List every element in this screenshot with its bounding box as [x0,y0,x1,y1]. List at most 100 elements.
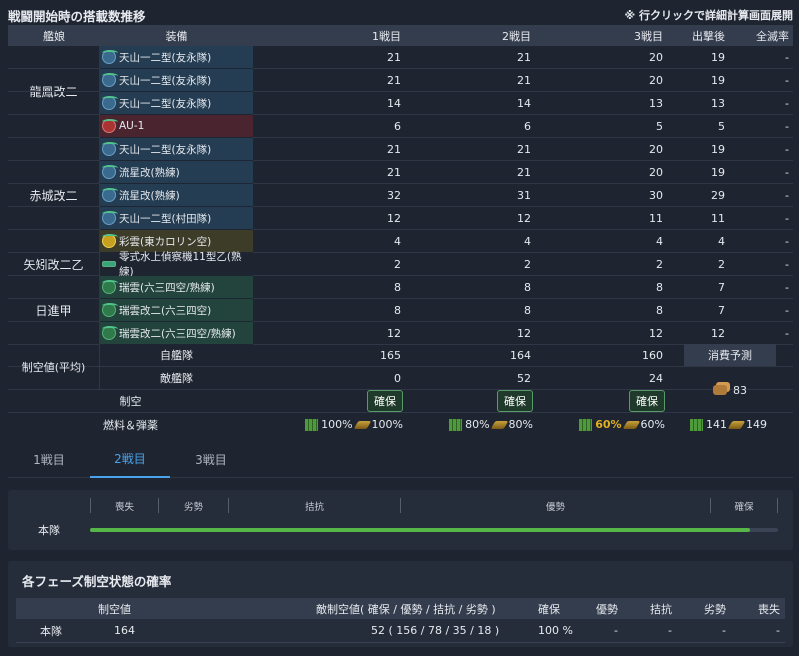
fuel-icon [449,418,463,431]
equip-row[interactable]: 天山一二型(友永隊) 21 21 20 19 - [8,138,793,161]
equip-name: 天山一二型(友永隊) [119,143,212,156]
air-state-bar [90,528,778,532]
torpedo-bomber-icon [102,165,118,179]
seaplane-bomber-icon [102,326,118,340]
count-cell: - [785,142,789,156]
torpedo-bomber-icon [102,96,118,110]
count-cell: - [785,119,789,133]
tab-battle-2[interactable]: 2戦目 [90,440,170,478]
phase-title: 各フェーズ制空状態の確率 [22,574,172,589]
equip-row[interactable]: AU-1 6 6 5 5 - [8,115,793,138]
air-enemy-b2: 52 [517,371,531,385]
control-status-b1: 確保 [367,390,403,412]
fuel-b3: 60% [595,418,622,431]
count-cell: 21 [517,73,531,87]
equip-name: 流星改(熟練) [119,166,180,179]
count-cell: 11 [711,211,725,225]
equip-name: 瑞雲(六三四空/熟練) [119,281,215,294]
consume-value-cell: 83 [684,367,776,413]
count-cell: 2 [718,257,725,271]
count-cell: 2 [394,257,401,271]
ammo-icon [727,420,746,429]
count-cell: 20 [649,142,663,156]
equip-row[interactable]: 彩雲(東カロリン空) 4 4 4 4 - [8,230,793,253]
equip-cell: 流星改(熟練) [100,161,253,184]
air-enemy-row[interactable]: 敵艦隊 0 52 24 [8,367,793,390]
equip-row[interactable]: 天山一二型(友永隊) 21 21 20 19 - [8,46,793,69]
equip-cell: 天山一二型(村田隊) [100,207,253,230]
equip-cell: 天山一二型(友永隊) [100,138,253,161]
count-cell: 12 [517,326,531,340]
equip-row[interactable]: 流星改(熟練) 21 21 20 19 - [8,161,793,184]
air-enemy-label: 敵艦隊 [160,372,193,385]
count-cell: 20 [649,50,663,64]
ammo-b1: 100% [371,418,403,431]
supply-row[interactable]: 燃料＆弾薬 100% 100% 80% 80% 60% 60% 141 149 [8,413,793,436]
battle-tabs: 1戦目 2戦目 3戦目 [8,440,793,478]
col-equip: 装備 [165,29,188,43]
torpedo-bomber-icon [102,50,118,64]
count-cell: 21 [387,142,401,156]
col-ship: 艦娘 [43,29,65,43]
col-b3: 3戦目 [634,29,663,43]
count-cell: 8 [524,303,531,317]
equip-row[interactable]: 零式水上偵察機11型乙(熟練) 2 2 2 2 - [8,251,793,278]
count-cell: 21 [517,165,531,179]
scale-loss: 喪失 [90,498,158,513]
equip-row[interactable]: 瑞雲改二(六三四空/熟練) 12 12 12 12 - [8,322,793,345]
count-cell: 19 [711,73,725,87]
equip-cell: AU-1 [100,115,253,138]
count-cell: 30 [649,188,663,202]
count-cell: 4 [718,234,725,248]
air-own-b2: 164 [510,348,531,362]
count-cell: 13 [649,96,663,110]
page-title: 戦闘開始時の搭載数推移 [8,9,146,24]
count-cell: 5 [718,119,725,133]
control-row[interactable]: 制空 確保 確保 確保 [8,390,793,413]
torpedo-bomber-icon [102,211,118,225]
equip-cell: 瑞雲(六三四空/熟練) [100,276,253,299]
count-cell: 7 [718,303,725,317]
equip-name: 天山一二型(友永隊) [119,51,212,64]
col-b1: 1戦目 [372,29,401,43]
col-depart: 出撃後 [692,29,725,43]
count-cell: 12 [649,326,663,340]
consume-label: 消費予測 [684,344,776,366]
count-cell: 2 [524,257,531,271]
count-cell: 8 [394,303,401,317]
count-cell: - [785,211,789,225]
equip-row[interactable]: 天山一二型(村田隊) 12 12 11 11 - [8,207,793,230]
consume-value: 83 [733,383,747,397]
ph-air: 制空値 [98,602,131,616]
supply-label: 燃料＆弾薬 [103,418,158,432]
equip-row[interactable]: 天山一二型(友永隊) 21 21 20 19 - [8,69,793,92]
ph-ressei: 劣勢 [704,602,726,616]
count-cell: - [785,234,789,248]
loadout-table: 艦娘 装備 1戦目 2戦目 3戦目 出撃後 全滅率 龍鳳改二 天山一二型(友永隊)… [8,25,793,435]
phase-row[interactable]: 本隊 164 52 ( 156 / 78 / 35 / 18 ) 100 % -… [16,619,785,643]
count-cell: 19 [711,50,725,64]
equip-row[interactable]: 天山一二型(友永隊) 14 14 13 13 - [8,92,793,115]
count-cell: 2 [656,257,663,271]
scale-supremacy: 確保 [710,498,778,513]
equip-row[interactable]: 瑞雲改二(六三四空) 8 8 8 7 - [8,299,793,322]
air-power-label: 制空値(平均) [8,344,100,390]
count-cell: 4 [524,234,531,248]
tab-battle-3[interactable]: 3戦目 [195,452,227,467]
count-cell: 8 [394,280,401,294]
count-cell: 12 [517,211,531,225]
count-cell: 4 [394,234,401,248]
equip-cell: 天山一二型(友永隊) [100,69,253,92]
phase-probability-panel: 各フェーズ制空状態の確率 制空値 敵制空値( 確保 / 優勢 / 拮抗 / 劣勢… [8,561,793,647]
equip-row[interactable]: 流星改(熟練) 32 31 30 29 - [8,184,793,207]
count-cell: - [785,50,789,64]
tab-battle-1[interactable]: 1戦目 [33,452,65,467]
ammo-icon [490,420,508,429]
air-own-row[interactable]: 制空値(平均) 自艦隊 165 164 160 消費予測 [8,344,793,390]
equip-row[interactable]: 瑞雲(六三四空/熟練) 8 8 8 7 - [8,276,793,299]
count-cell: 31 [517,188,531,202]
count-cell: 6 [394,119,401,133]
ph-enemy: 敵制空値( 確保 / 優勢 / 拮抗 / 劣勢 ) [316,602,496,616]
control-status-b3: 確保 [629,390,665,412]
count-cell: 21 [517,142,531,156]
